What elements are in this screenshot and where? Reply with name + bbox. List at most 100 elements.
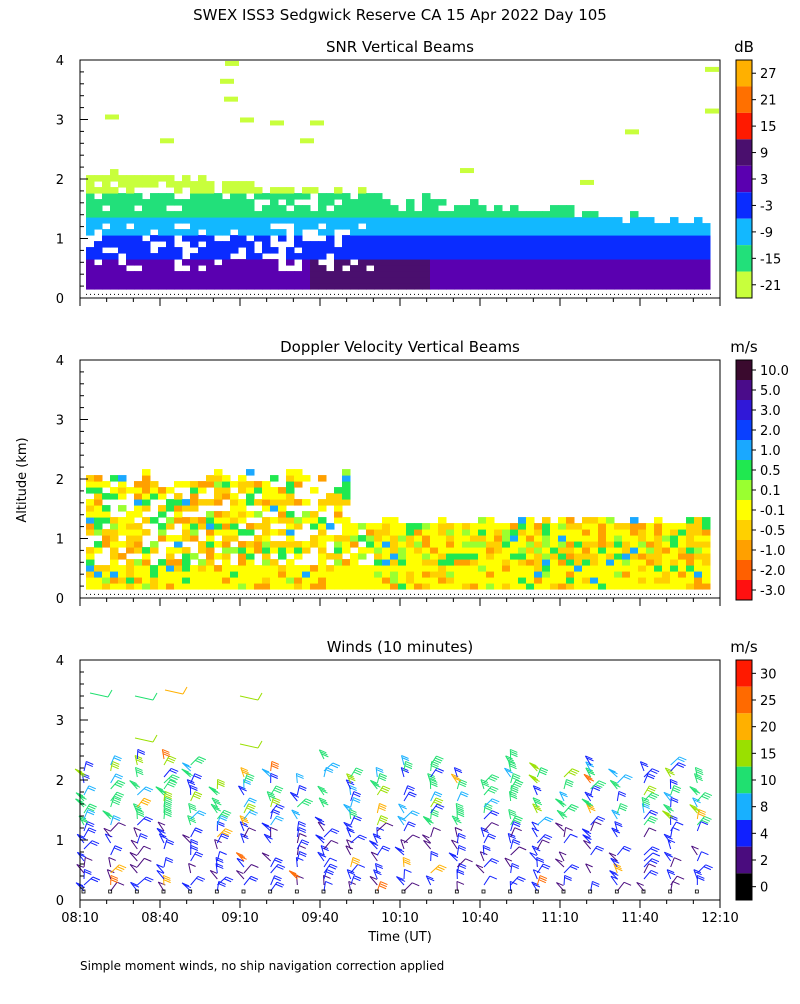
snr-cell — [670, 235, 679, 242]
snr-cell — [294, 229, 303, 236]
snr-cell — [246, 205, 255, 212]
snr-cell — [622, 271, 631, 278]
snr-cell — [94, 253, 103, 260]
colorbar-swatch — [736, 245, 752, 271]
doppler-cell — [238, 559, 247, 566]
snr-cell — [430, 235, 439, 242]
doppler-cell — [502, 523, 511, 530]
doppler-cell — [502, 553, 511, 560]
doppler-cell — [286, 481, 295, 488]
doppler-cell — [542, 565, 551, 572]
doppler-cell — [350, 523, 359, 530]
snr-cell — [294, 283, 303, 290]
doppler-cell — [686, 553, 695, 560]
snr-cell — [286, 259, 295, 266]
wind-barb — [109, 857, 111, 867]
snr-cell — [94, 271, 103, 278]
snr-cell — [302, 187, 311, 194]
doppler-cell — [454, 577, 463, 584]
doppler-cell — [654, 571, 663, 578]
doppler-cell — [462, 535, 471, 542]
snr-cell — [630, 265, 639, 272]
doppler-cell — [550, 529, 559, 536]
snr-cell — [454, 211, 463, 218]
doppler-cell — [286, 475, 295, 482]
snr-cell — [118, 181, 127, 188]
snr-cell — [190, 205, 199, 212]
doppler-cell — [230, 583, 239, 590]
doppler-cell — [454, 559, 463, 566]
snr-cell — [230, 283, 239, 290]
doppler-cell — [486, 547, 495, 554]
doppler-cell — [126, 583, 135, 590]
snr-cell — [230, 199, 239, 206]
doppler-cell — [174, 511, 183, 518]
snr-cell — [118, 247, 127, 254]
doppler-cell — [486, 529, 495, 536]
doppler-cell — [558, 541, 567, 548]
snr-cell — [334, 277, 343, 284]
doppler-cell — [86, 577, 95, 584]
y-tick-label: 4 — [56, 54, 64, 69]
snr-cell — [222, 259, 231, 266]
doppler-cell — [238, 481, 247, 488]
snr-cell — [590, 283, 599, 290]
snr-cell — [422, 223, 431, 230]
y-tick-label: 0 — [56, 894, 64, 909]
wind-barb — [484, 811, 492, 819]
doppler-cell — [534, 547, 543, 554]
doppler-cell — [246, 553, 255, 560]
colorbar-swatch — [736, 500, 752, 520]
snr-cell — [390, 205, 399, 212]
doppler-cell — [222, 529, 231, 536]
snr-cell — [262, 229, 271, 236]
snr-cell — [462, 205, 471, 212]
doppler-cell — [430, 571, 439, 578]
doppler-cell — [286, 493, 295, 500]
doppler-cell — [318, 535, 327, 542]
wind-barb — [217, 852, 219, 861]
doppler-cell — [614, 523, 623, 530]
doppler-cell — [438, 541, 447, 548]
snr-cell — [222, 229, 231, 236]
doppler-cell — [702, 583, 711, 590]
doppler-cell — [702, 565, 711, 572]
snr-cell — [222, 271, 231, 278]
snr-cell — [606, 277, 615, 284]
snr-cell — [622, 259, 631, 266]
snr-cell — [198, 259, 207, 266]
snr-cell — [422, 217, 431, 224]
snr-cell — [230, 247, 239, 254]
doppler-cell — [454, 535, 463, 542]
doppler-cell — [510, 559, 519, 566]
doppler-cell — [358, 571, 367, 578]
snr-cell — [526, 283, 535, 290]
snr-cell — [286, 187, 295, 194]
snr-cell — [230, 181, 239, 188]
snr-cell — [382, 241, 391, 248]
snr-cell — [246, 229, 255, 236]
snr-cell — [310, 253, 319, 260]
snr-cell — [158, 217, 167, 224]
snr-cell — [206, 217, 215, 224]
snr-cell — [94, 223, 103, 230]
snr-cell — [446, 253, 455, 260]
doppler-cell — [142, 565, 151, 572]
snr-cell — [646, 271, 655, 278]
snr-cell — [382, 247, 391, 254]
snr-cell — [686, 253, 695, 260]
doppler-cell — [294, 571, 303, 578]
doppler-cell — [166, 535, 175, 542]
snr-cell — [254, 211, 263, 218]
doppler-cell — [334, 583, 343, 590]
doppler-cell — [678, 529, 687, 536]
snr-cell — [534, 271, 543, 278]
doppler-cell — [550, 553, 559, 560]
doppler-cell — [686, 577, 695, 584]
snr-cell — [86, 283, 95, 290]
snr-cell — [398, 283, 407, 290]
doppler-cell — [534, 535, 543, 542]
doppler-cell — [246, 529, 255, 536]
doppler-cell — [478, 577, 487, 584]
doppler-cell — [190, 577, 199, 584]
